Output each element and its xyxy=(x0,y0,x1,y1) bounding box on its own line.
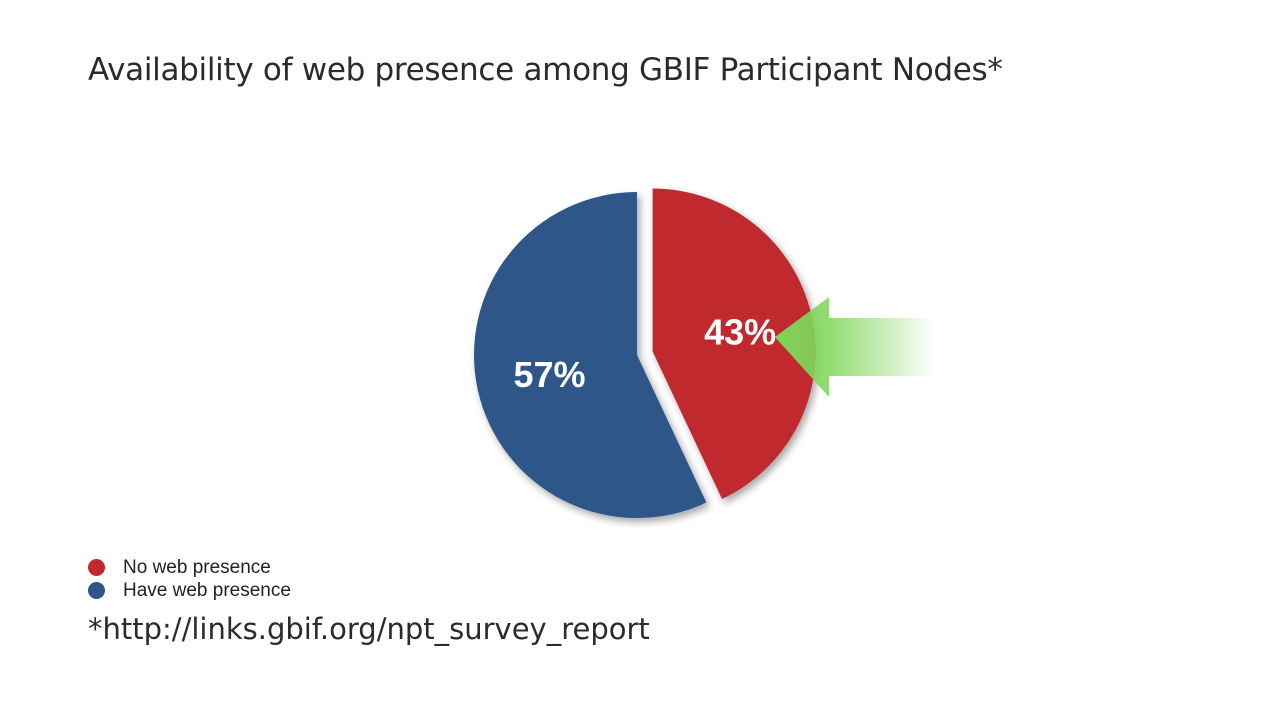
pie-slice-no-web-presence xyxy=(652,188,816,499)
legend-swatch-red xyxy=(88,559,105,576)
legend: No web presence Have web presence xyxy=(88,556,291,602)
legend-label: No web presence xyxy=(123,556,271,578)
highlight-arrow xyxy=(775,297,935,397)
legend-item-no-web-presence: No web presence xyxy=(88,556,291,579)
pie-slice-have-web-presence xyxy=(474,191,707,518)
page-title: Availability of web presence among GBIF … xyxy=(88,52,1003,88)
legend-item-have-web-presence: Have web presence xyxy=(88,579,291,602)
legend-swatch-blue xyxy=(88,582,105,599)
source-footnote: *http://links.gbif.org/npt_survey_report xyxy=(88,612,650,646)
slice-label-0: 43% xyxy=(704,311,776,352)
pie-chart: 43% 57% xyxy=(474,188,935,518)
slice-label-1: 57% xyxy=(513,354,585,395)
legend-label: Have web presence xyxy=(123,579,291,601)
